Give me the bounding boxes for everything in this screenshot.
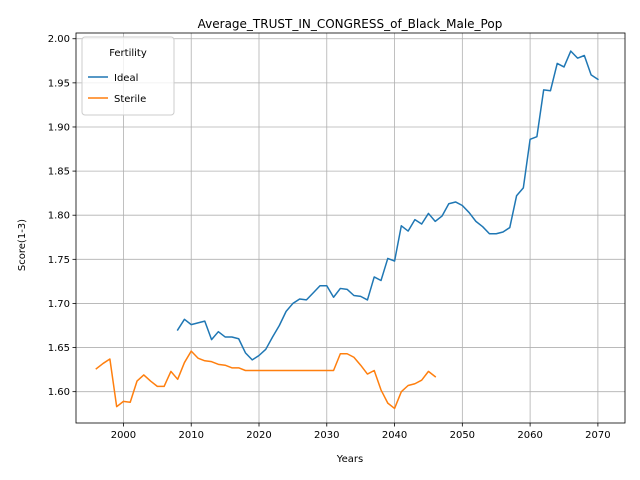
chart-title: Average_TRUST_IN_CONGRESS_of_Black_Male_… — [198, 17, 503, 31]
y-tick-label: 1.65 — [48, 343, 70, 354]
legend-box — [81, 36, 175, 116]
legend-entry-sterile: Sterile — [114, 94, 146, 105]
legend-title: Fertility — [109, 48, 147, 59]
series-line-ideal — [176, 50, 599, 361]
y-tick-label: 1.90 — [48, 122, 70, 133]
x-tick-label: 2020 — [246, 430, 271, 441]
x-tick-label: 2000 — [111, 430, 136, 441]
y-axis-label: Score(1-3) — [17, 219, 28, 271]
y-tick-label: 1.95 — [48, 78, 70, 89]
y-tick-label: 2.00 — [48, 34, 70, 45]
x-tick-label: 2050 — [450, 430, 475, 441]
x-tick-label: 2030 — [314, 430, 339, 441]
x-axis-label: Years — [336, 454, 363, 465]
y-tick-label: 1.85 — [48, 167, 70, 178]
x-tick-label: 2060 — [517, 430, 542, 441]
y-tick-label: 1.80 — [48, 211, 70, 222]
series-group — [95, 50, 599, 410]
grid — [76, 33, 625, 423]
plot-area-frame — [75, 32, 626, 424]
y-tick-label: 1.60 — [48, 387, 70, 398]
legend-entry-ideal: Ideal — [114, 73, 138, 84]
y-tick-label: 1.75 — [48, 255, 70, 266]
axis-ticks: 2000 2010 2020 2030 2040 2050 2060 2070 1.60 1.65… — [48, 34, 611, 441]
series-line-sterile — [95, 350, 437, 410]
x-tick-label: 2010 — [178, 430, 203, 441]
y-tick-label: 1.70 — [48, 299, 70, 310]
legend: Fertility Ideal Sterile — [81, 36, 175, 116]
x-tick-label: 2040 — [382, 430, 407, 441]
x-tick-label: 2070 — [585, 430, 610, 441]
